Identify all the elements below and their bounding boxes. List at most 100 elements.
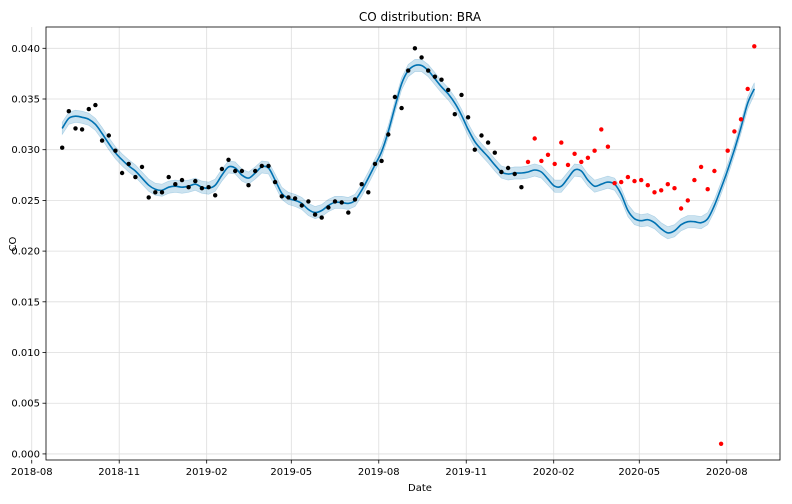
anomaly-point (639, 177, 644, 183)
axis-ticks: 0.000 0.005 0.010 0.015 0.020 0.025 0.030 0.035… (11, 44, 748, 478)
observed-point (379, 158, 384, 164)
observed-point (519, 185, 524, 190)
observed-point (412, 46, 418, 51)
anomaly-point (605, 144, 611, 149)
observed-point (346, 210, 351, 215)
anomaly-point (592, 148, 597, 153)
anomaly-point (545, 152, 551, 157)
observed-point (106, 133, 112, 138)
forecast-uncertainty-band (61, 59, 755, 240)
observed-point (173, 182, 178, 187)
anomaly-point (572, 151, 577, 156)
x-tick-label: 2019-08 (358, 467, 400, 478)
observed-point (492, 150, 497, 155)
observed-point (312, 212, 318, 217)
y-axis-label: CO (8, 236, 19, 251)
x-tick-label: 2020-08 (706, 467, 748, 478)
y-tick-label: 0.035 (11, 94, 40, 105)
observed-point (426, 68, 431, 73)
x-tick-label: 2020-02 (533, 467, 575, 478)
observed-point (306, 199, 311, 204)
observed-point (279, 194, 284, 199)
anomaly-point (712, 168, 717, 174)
anomaly-point (685, 198, 690, 203)
observed-point (66, 109, 72, 114)
observed-point (465, 115, 471, 120)
x-tick-label: 2020-05 (618, 467, 660, 478)
observed-point (272, 179, 278, 185)
observed-point (432, 74, 438, 79)
anomaly-point (678, 206, 684, 211)
anomaly-point (665, 182, 670, 187)
observed-point (292, 196, 298, 201)
observed-point (133, 174, 138, 180)
x-tick-label: 2019-05 (270, 467, 312, 478)
observed-point (126, 161, 131, 167)
chart-title: CO distribution: BRA (359, 10, 482, 24)
observed-point (499, 169, 504, 175)
observed-point (139, 164, 145, 170)
anomaly-point (745, 86, 750, 92)
observed-point (459, 92, 464, 98)
observed-point (146, 195, 151, 200)
observed-point (159, 190, 165, 195)
observed-point (233, 168, 238, 174)
y-tick-label: 0.020 (11, 247, 40, 258)
x-tick-label: 2018-11 (98, 467, 140, 478)
observed-point (372, 161, 378, 167)
observed-point (79, 127, 85, 132)
observed-point (199, 186, 205, 191)
anomaly-point (532, 136, 537, 141)
observed-point (193, 178, 198, 184)
anomaly-point (752, 44, 757, 49)
x-tick-label: 2018-08 (11, 467, 53, 478)
anomaly-point (645, 183, 650, 188)
observed-point (352, 197, 358, 202)
y-tick-label: 0.040 (11, 44, 40, 55)
y-tick-label: 0.015 (11, 297, 40, 308)
observed-point (339, 200, 344, 205)
observed-point (226, 157, 231, 162)
anomaly-point (732, 129, 737, 134)
anomaly-point (559, 140, 564, 145)
y-tick-label: 0.005 (11, 399, 40, 410)
observed-point (286, 195, 291, 200)
observed-point (359, 182, 364, 187)
observed-point (319, 215, 324, 220)
anomaly-point (539, 158, 544, 164)
observed-point (479, 133, 484, 138)
forecast-line-path (61, 64, 756, 234)
observed-point (93, 102, 98, 108)
x-tick-label: 2019-02 (186, 467, 228, 478)
y-tick-label: 0.010 (11, 348, 40, 359)
anomaly-point (525, 159, 531, 165)
anomaly-point (698, 164, 704, 170)
anomaly-point (619, 179, 624, 185)
anomaly-point (565, 162, 571, 168)
observed-point (299, 203, 304, 208)
observed-point (505, 165, 511, 171)
anomaly-point (599, 127, 604, 132)
observed-point (266, 163, 271, 169)
observed-point (399, 105, 404, 111)
observed-point (60, 145, 65, 150)
observed-point (259, 163, 264, 169)
uncertainty-band (61, 59, 755, 240)
observed-point (73, 126, 78, 131)
anomaly-point (625, 174, 631, 180)
observed-point (186, 185, 191, 190)
observed-point (86, 106, 92, 112)
observed-point (332, 199, 338, 204)
anomaly-point (705, 187, 710, 192)
observed-point (472, 147, 477, 152)
anomaly-point (632, 178, 637, 184)
anomaly-point (585, 155, 591, 160)
observed-point (239, 168, 245, 174)
observed-point (246, 183, 251, 188)
x-tick-label: 2019-11 (445, 467, 487, 478)
observed-point (206, 185, 211, 190)
observed-point (99, 138, 105, 143)
observed-point (166, 174, 171, 180)
observed-point (406, 68, 411, 73)
observed-point (213, 193, 218, 198)
